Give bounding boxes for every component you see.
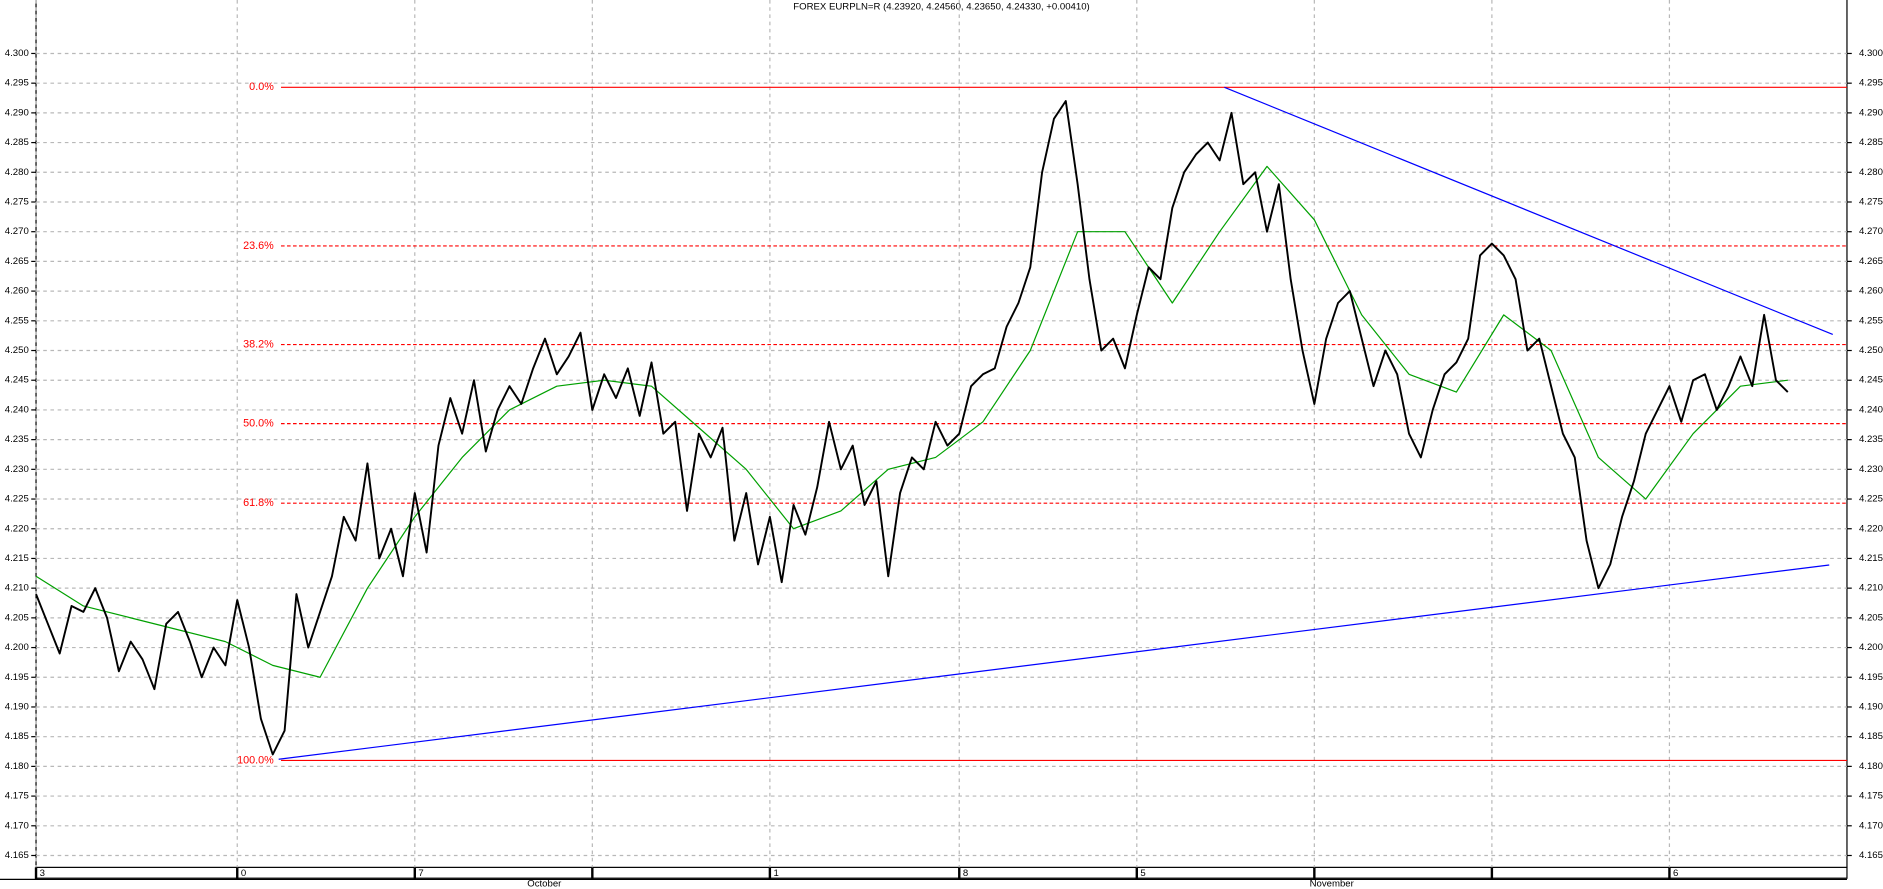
y-tick-label: 4.255 [5,315,29,326]
y-tick-label: 4.210 [5,583,29,594]
y-tick-label: 4.290 [5,107,29,118]
x-tick-label: 5 [1140,868,1145,879]
y-tick-label: 4.180 [5,761,29,772]
y-tick-label: 4.225 [1859,494,1883,505]
y-tick-label: 4.265 [5,256,29,267]
x-tick-label: 1 [773,868,778,879]
y-tick-label: 4.170 [5,820,29,831]
fib-label: 50.0% [243,417,274,429]
y-tick-label: 4.270 [1859,226,1883,237]
series-line [35,165,1788,678]
y-tick-label: 4.230 [1859,464,1883,475]
y-tick-label: 4.300 [5,48,29,59]
y-tick-label: 4.250 [1859,345,1883,356]
y-tick-label: 4.265 [1859,256,1883,267]
y-tick-label: 4.260 [1859,286,1883,297]
fib-label: 38.2% [243,338,274,350]
y-tick-label: 4.235 [1859,434,1883,445]
y-tick-label: 4.165 [5,850,29,861]
x-tick-label: 8 [963,868,968,879]
y-tick-label: 4.290 [1859,107,1883,118]
y-tick-label: 4.205 [5,612,29,623]
y-tick-label: 4.190 [1859,702,1883,713]
y-tick-label: 4.210 [1859,583,1883,594]
fib-label: 61.8% [243,497,274,509]
y-tick-label: 4.195 [1859,672,1883,683]
fib-label: 0.0% [249,81,274,93]
fib-label: 23.6% [243,240,274,252]
y-tick-label: 4.185 [5,731,29,742]
y-tick-label: 4.280 [1859,167,1883,178]
y-tick-label: 4.175 [1859,791,1883,802]
y-tick-label: 4.200 [1859,642,1883,653]
y-tick-label: 4.300 [1859,48,1883,59]
y-tick-label: 4.285 [1859,137,1883,148]
y-tick-label: 4.280 [5,167,29,178]
x-axis-band [35,866,1848,879]
y-tick-label: 4.275 [5,197,29,208]
y-tick-label: 4.190 [5,702,29,713]
y-tick-label: 4.295 [1859,78,1883,89]
trendline [278,564,1830,760]
series-line [35,100,1789,756]
y-tick-label: 4.260 [5,286,29,297]
y-tick-label: 4.240 [5,404,29,415]
y-tick-label: 4.235 [5,434,29,445]
fib-label: 100.0% [237,754,274,766]
y-tick-label: 4.275 [1859,197,1883,208]
y-tick-label: 4.165 [1859,850,1883,861]
y-tick-label: 4.215 [5,553,29,564]
x-tick-label: 7 [418,868,423,879]
y-tick-label: 4.220 [5,523,29,534]
y-tick-label: 4.225 [5,494,29,505]
x-tick-label: 3 [40,868,45,879]
y-tick-label: 4.255 [1859,315,1883,326]
y-tick-label: 4.170 [1859,820,1883,831]
y-tick-label: 4.220 [1859,523,1883,534]
x-tick-label: 6 [1673,868,1678,879]
y-tick-label: 4.270 [5,226,29,237]
y-tick-label: 4.205 [1859,612,1883,623]
y-tick-label: 4.250 [5,345,29,356]
y-tick-label: 4.295 [5,78,29,89]
y-tick-label: 4.285 [5,137,29,148]
trendline [1224,86,1833,336]
month-label: November [1310,879,1355,889]
y-tick-label: 4.245 [1859,375,1883,386]
x-tick-label: 0 [241,868,246,879]
y-tick-label: 4.185 [1859,731,1883,742]
chart-title: FOREX EURPLN=R (4.23920, 4.24560, 4.2365… [793,2,1089,13]
y-tick-label: 4.180 [1859,761,1883,772]
y-tick-label: 4.215 [1859,553,1883,564]
y-tick-label: 4.175 [5,791,29,802]
y-tick-label: 4.200 [5,642,29,653]
y-tick-label: 4.240 [1859,404,1883,415]
y-tick-label: 4.245 [5,375,29,386]
y-tick-label: 4.195 [5,672,29,683]
month-label: October [527,879,562,889]
y-tick-label: 4.230 [5,464,29,475]
